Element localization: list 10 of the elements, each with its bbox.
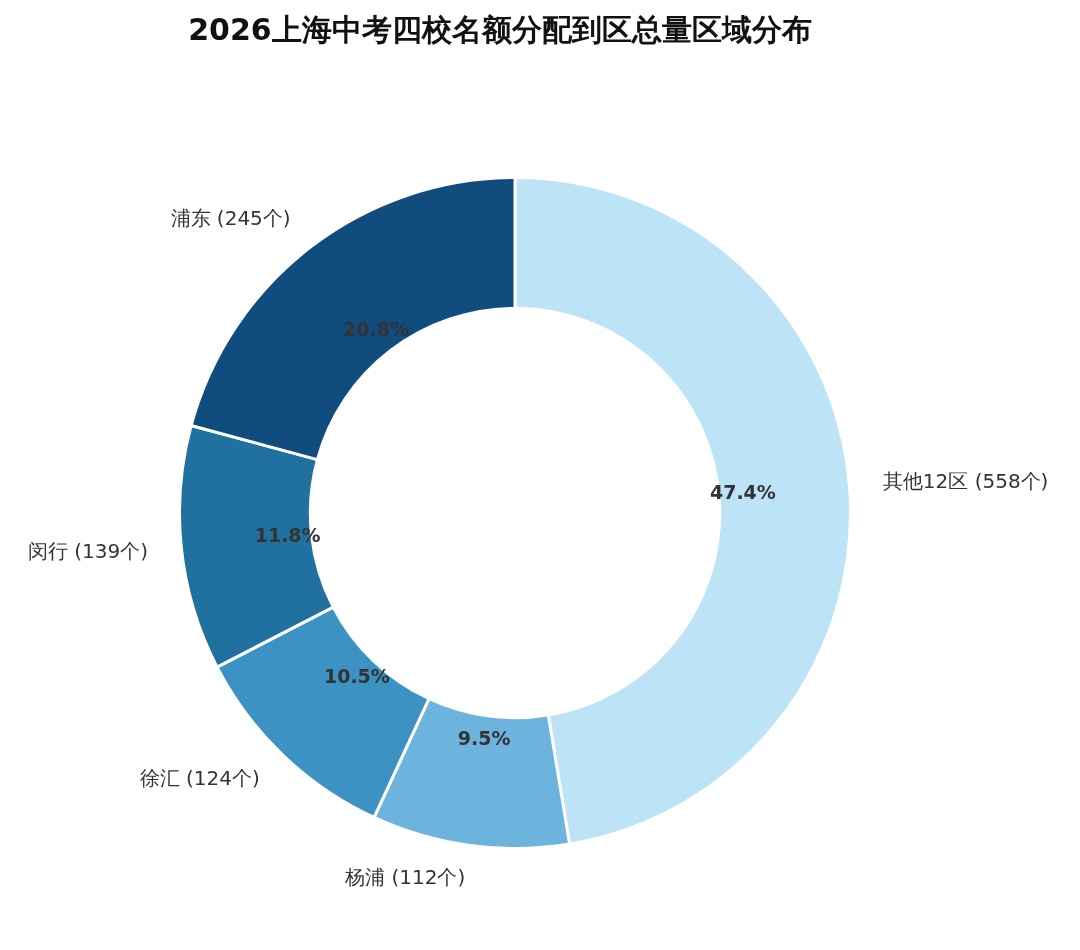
data-label: 20.8% xyxy=(343,318,409,341)
data-label: 9.5% xyxy=(457,726,511,749)
data-label: 47.4% xyxy=(709,481,776,504)
chart-title: 2026上海中考四校名额分配到区总量区域分布 xyxy=(188,11,812,47)
slice-label: 其他12区 (558个) xyxy=(882,469,1049,494)
slice-label: 闵行 (139个) xyxy=(27,538,149,563)
slice-label: 浦东 (245个) xyxy=(170,206,291,231)
slice-label: 杨浦 (112个) xyxy=(344,864,466,889)
data-label: 10.5% xyxy=(323,665,390,688)
slice-label: 徐汇 (124个) xyxy=(139,765,260,790)
